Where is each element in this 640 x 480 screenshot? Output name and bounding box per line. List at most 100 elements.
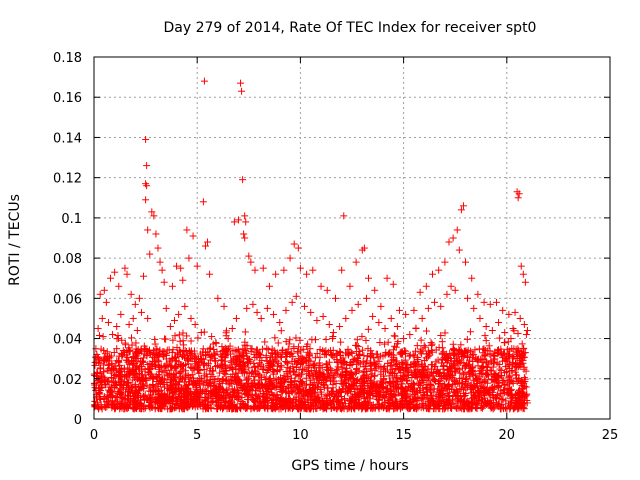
data-point [97,365,105,373]
data-point [118,372,126,380]
data-point [251,353,259,361]
data-point [500,349,508,357]
data-point [435,266,443,274]
data-point [384,338,392,346]
data-point [261,381,269,389]
data-point [484,372,492,380]
data-point [479,370,487,378]
data-point [474,290,482,298]
data-point [458,374,466,382]
data-point [140,405,148,413]
data-point [329,403,337,411]
data-point [516,314,524,322]
data-point [342,314,350,322]
data-point [390,405,398,413]
data-point [306,345,314,353]
data-point [479,384,487,392]
data-point [226,342,234,350]
data-point [371,404,379,412]
data-point [258,345,266,353]
data-point [304,340,312,348]
data-point [156,346,164,354]
data-point [443,290,451,298]
data-point [480,298,488,306]
data-point [140,396,148,404]
data-point [331,369,339,377]
data-point [194,361,202,369]
data-point [240,361,248,369]
data-point [163,346,171,354]
data-point [493,395,501,403]
data-point [212,339,220,347]
data-point [245,370,253,378]
data-point [268,350,276,358]
data-point [345,349,353,357]
data-point [356,377,364,385]
data-point [491,355,499,363]
data-point [121,341,129,349]
data-point [457,341,465,349]
data-point [417,389,425,397]
data-point [271,334,279,342]
data-point [387,379,395,387]
data-point [401,392,409,400]
data-point [222,367,230,375]
data-point [138,348,146,356]
data-point [207,370,215,378]
data-point [148,393,156,401]
data-point [142,374,150,382]
data-point [399,385,407,393]
data-point [446,370,454,378]
data-point [253,405,261,413]
data-point [496,334,504,342]
data-point [520,363,528,371]
data-point [104,361,112,369]
data-point [287,387,295,395]
data-point [282,306,290,314]
data-point [325,358,333,366]
data-point [445,353,453,361]
data-point [452,386,460,394]
data-point [172,353,180,361]
data-point [226,363,234,371]
data-point [388,356,396,364]
data-point [247,379,255,387]
data-point [186,402,194,410]
data-point [482,322,490,330]
data-point [240,230,248,238]
data-point [323,391,331,399]
data-point [509,325,517,332]
data-point [404,383,412,391]
x-tick-label: 25 [602,428,619,443]
data-point [484,347,492,355]
data-point [278,403,286,411]
data-point [360,244,368,252]
y-tick-label: 0.18 [53,51,82,66]
data-point [470,304,478,312]
data-point [188,347,196,355]
data-point [410,306,418,314]
data-point [412,325,420,332]
data-markers [90,77,531,413]
data-point [492,393,500,401]
data-point [175,346,183,354]
data-point [241,328,249,336]
data-point [239,176,247,184]
data-point [393,322,401,330]
data-point [495,371,503,379]
data-point [430,375,438,383]
data-point [257,373,265,381]
data-point [113,345,121,353]
data-point [426,351,434,359]
data-point [122,388,130,396]
data-point [273,349,281,357]
data-point [284,345,292,353]
data-point [427,346,435,354]
data-point [123,270,131,278]
data-point [130,394,138,402]
data-point [124,346,132,354]
data-point [135,294,143,302]
data-point [338,266,346,274]
data-point [402,363,410,371]
data-point [463,397,471,405]
